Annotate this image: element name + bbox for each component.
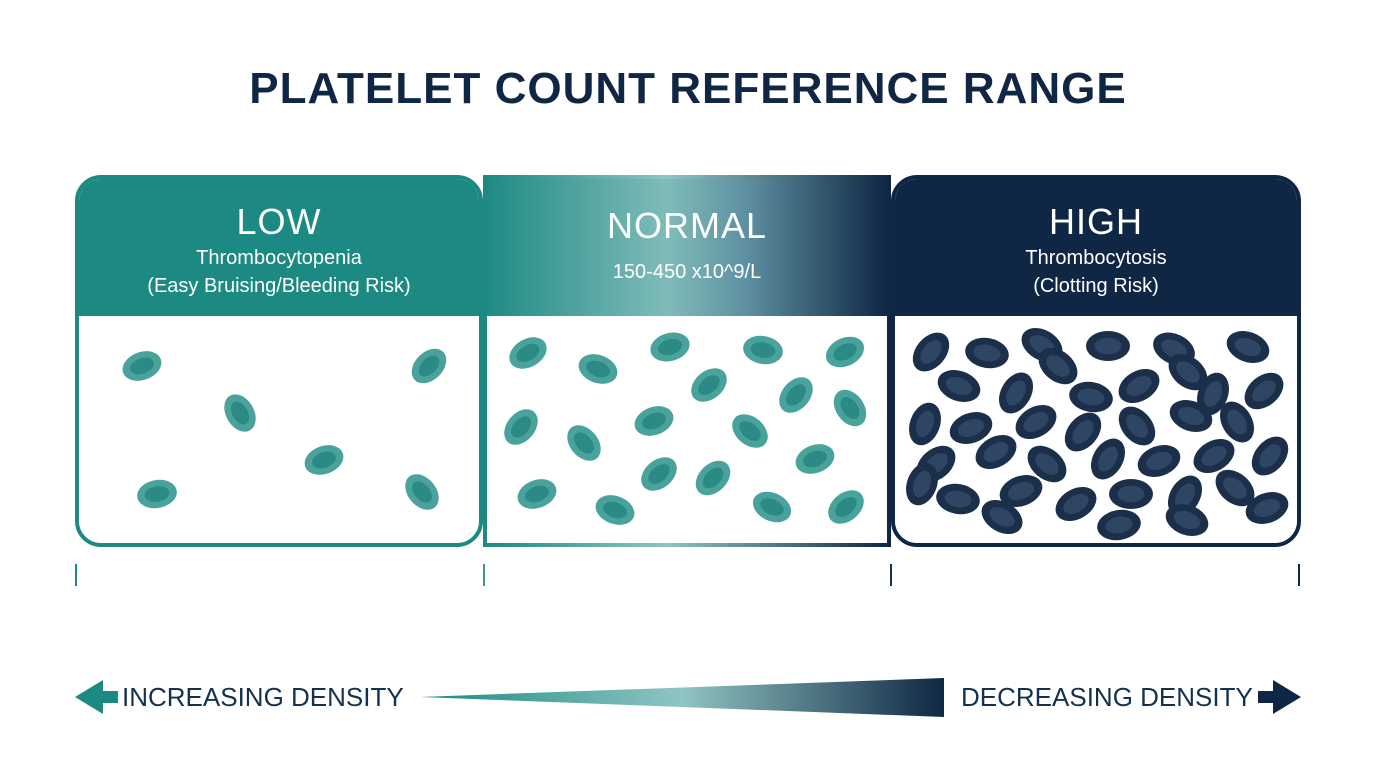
panel-low-risk: (Easy Bruising/Bleeding Risk)	[147, 275, 411, 297]
platelet-cell	[965, 337, 1009, 369]
platelet-cell	[1215, 469, 1255, 507]
platelet-cell	[405, 474, 439, 510]
platelet-cell	[1055, 486, 1097, 522]
platelet-cell	[779, 377, 813, 413]
platelet-cell	[691, 368, 727, 402]
platelet-cell	[743, 335, 783, 365]
low-cells-illustration	[122, 348, 447, 510]
platelet-cell	[641, 457, 677, 491]
platelet-cell	[1118, 406, 1156, 446]
platelet-cell	[411, 348, 447, 384]
platelet-cell	[912, 332, 950, 372]
platelet-cell	[224, 394, 256, 432]
platelet-cell	[1219, 401, 1255, 443]
platelet-cell	[1038, 347, 1078, 385]
platelet-cell	[122, 351, 162, 381]
platelet-cell	[517, 479, 557, 509]
panel-low: LOW Thrombocytopenia (Easy Bruising/Blee…	[75, 175, 483, 547]
platelet-cell	[981, 499, 1023, 535]
platelet-cell	[906, 462, 938, 506]
panel-low-condition: Thrombocytopenia	[196, 247, 362, 269]
platelet-cell	[828, 490, 864, 524]
platelet-cell	[304, 445, 344, 475]
panel-normal: NORMAL 150-450 x10^9/L	[483, 175, 891, 547]
platelet-cell	[1244, 372, 1284, 410]
panel-low-label: LOW	[236, 201, 322, 242]
platelet-cell	[936, 483, 980, 515]
arrow-left-icon	[75, 680, 118, 714]
platelet-cell	[1109, 479, 1153, 509]
platelet-cell	[650, 332, 690, 362]
platelet-cell	[1015, 404, 1057, 440]
platelet-cell	[1097, 509, 1141, 541]
platelet-cell	[998, 372, 1034, 414]
platelet-cell	[1086, 331, 1130, 361]
platelet-cell	[937, 370, 981, 402]
platelet-cell	[1118, 368, 1160, 404]
platelet-cell	[795, 444, 835, 474]
panel-high-cells	[895, 316, 1297, 543]
platelet-cell	[1245, 492, 1289, 524]
panel-high: HIGH Thrombocytosis (Clotting Risk)	[891, 175, 1301, 547]
increasing-density-label: INCREASING DENSITY	[122, 682, 404, 712]
panel-normal-label: NORMAL	[606, 205, 768, 246]
panel-low-header: LOW Thrombocytopenia (Easy Bruising/Blee…	[79, 179, 479, 316]
arrow-right-icon	[1258, 680, 1301, 714]
platelet-cell	[1090, 438, 1126, 480]
platelet-cell	[1251, 436, 1289, 476]
platelet-cell	[504, 409, 538, 445]
platelet-cell	[732, 414, 768, 448]
panel-high-risk: (Clotting Risk)	[1033, 275, 1159, 297]
platelet-cell	[137, 479, 177, 509]
platelet-cell	[999, 475, 1043, 507]
page-title: PLATELET COUNT REFERENCE RANGE	[249, 64, 1127, 113]
platelet-cell	[578, 354, 618, 384]
platelet-cell	[825, 336, 865, 368]
platelet-cell	[509, 337, 547, 369]
panel-normal-header: NORMAL 150-450 x10^9/L	[487, 179, 887, 316]
platelet-cell	[695, 460, 731, 496]
platelet-cell	[975, 434, 1017, 470]
platelet-cell	[909, 402, 941, 446]
scale-axis	[75, 564, 1300, 586]
platelet-cell	[1137, 445, 1181, 477]
platelet-cell	[1169, 400, 1213, 432]
platelet-cell	[1193, 438, 1235, 474]
platelet-cell	[595, 495, 635, 525]
platelet-cell	[1226, 331, 1270, 363]
panel-high-label: HIGH	[1049, 201, 1143, 242]
platelet-cell	[1064, 412, 1102, 452]
panel-normal-cells	[487, 316, 887, 543]
platelet-cell	[949, 412, 993, 444]
platelet-cell	[1165, 504, 1209, 536]
platelet-cell	[1069, 381, 1113, 413]
density-wedge	[420, 678, 944, 717]
platelet-cell	[752, 491, 792, 523]
decreasing-density-label: DECREASING DENSITY	[961, 682, 1253, 712]
platelet-cell	[1168, 353, 1208, 391]
panel-low-cells	[79, 316, 479, 543]
platelet-cell	[567, 425, 601, 461]
platelet-cell	[1197, 372, 1229, 416]
panel-high-header: HIGH Thrombocytosis (Clotting Risk)	[895, 179, 1297, 316]
platelet-cell	[1027, 445, 1067, 483]
platelet-cell	[634, 406, 674, 436]
normal-cells-illustration	[504, 332, 867, 525]
panel-normal-range: 150-450 x10^9/L	[612, 261, 762, 283]
platelet-cell	[833, 389, 867, 427]
high-cells-illustration	[906, 327, 1289, 541]
panel-high-condition: Thrombocytosis	[1025, 247, 1167, 269]
